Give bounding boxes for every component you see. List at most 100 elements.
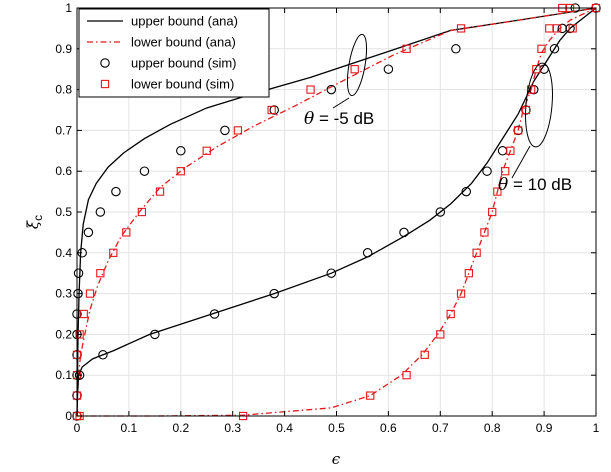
series-7-point-20	[545, 24, 554, 33]
series-7-point-2	[366, 391, 375, 400]
x-tick-label-1: 0.1	[121, 421, 138, 435]
series-5-point-12	[176, 167, 185, 176]
series-6-point-14	[528, 84, 539, 95]
x-tick-label-6: 0.6	[380, 421, 397, 435]
series-5-point-5	[79, 309, 88, 319]
legend-label-0: upper bound (ana)	[131, 14, 238, 29]
y-tick-label-6: 0.6	[55, 164, 72, 178]
series-7-point-10	[480, 228, 489, 237]
annotation-leader-10db	[511, 145, 531, 179]
series-7-point-19	[537, 44, 546, 53]
series-7-point-4	[420, 350, 429, 359]
series-7-point-17	[526, 85, 536, 94]
x-tick-label-2: 0.2	[172, 421, 189, 435]
series-4-point-19	[565, 23, 575, 34]
series-layer	[76, 7, 597, 417]
x-tick-label-4: 0.4	[276, 421, 293, 435]
x-tick-label-8: 0.8	[484, 421, 501, 435]
annotation-theta-minus5db: θ	[304, 109, 314, 129]
series-5-point-4	[75, 330, 84, 339]
series-6-point-2	[150, 329, 160, 340]
y-tick-label-4: 0.4	[55, 246, 72, 260]
legend-swatch-3	[100, 79, 110, 89]
series-5-point-13	[202, 146, 211, 155]
series-line-0	[76, 7, 597, 417]
series-5-point-15	[267, 105, 276, 115]
series-5-point-20	[568, 24, 577, 33]
annotation-label-minus5db: θ = -5 dB	[304, 109, 374, 129]
series-6-point-6	[362, 248, 373, 258]
series-6-point-9	[461, 186, 471, 197]
series-5-point-16	[306, 85, 315, 94]
x-tick-label-7: 0.7	[432, 421, 449, 435]
series-4-point-13	[176, 146, 186, 156]
x-tick-label-5: 0.5	[328, 421, 345, 435]
y-tick-label-7: 0.7	[55, 123, 72, 137]
series-line-2	[76, 7, 597, 417]
y-tick-label-0: 0	[65, 409, 72, 423]
x-tick-label-10: 1	[593, 421, 600, 435]
legend-box	[78, 8, 270, 98]
series-4-point-18	[451, 44, 461, 54]
x-tick-label-9: 0.9	[536, 421, 553, 435]
series-6-point-0	[74, 370, 85, 380]
series-4-point-15	[269, 105, 279, 115]
annotation-ellipse-minus5db	[346, 33, 368, 97]
series-5-point-8	[109, 248, 118, 257]
series-6-point-1	[98, 350, 108, 360]
series-4-point-7	[73, 268, 84, 278]
series-7-point-14	[506, 146, 515, 155]
series-7-point-3	[402, 371, 411, 380]
series-5-point-14	[233, 126, 243, 135]
series-6-point-10	[482, 166, 492, 176]
annotation-theta-10db: θ	[498, 175, 508, 195]
y-axis-label-main: ξ	[24, 220, 42, 229]
series-5-point-7	[96, 269, 105, 278]
series-4-point-12	[139, 166, 150, 176]
legend-label-2: upper bound (sim)	[131, 56, 237, 71]
series-6-point-7	[399, 227, 409, 238]
series-5-point-10	[137, 207, 147, 217]
series-7-point-9	[472, 248, 481, 257]
legend-label-1: lower bound (ana)	[131, 35, 236, 50]
annotation-ellipse-10db	[525, 62, 553, 148]
series-4-point-16	[326, 84, 337, 95]
series-4-point-11	[111, 186, 121, 197]
series-7-point-5	[436, 330, 445, 339]
y-tick-label-1: 0.1	[55, 368, 72, 382]
series-5-point-19	[456, 24, 466, 33]
y-tick-label-2: 0.2	[55, 327, 72, 341]
series-4-point-6	[73, 288, 83, 299]
series-7-point-11	[488, 207, 497, 217]
legend-swatch-2	[100, 58, 110, 68]
y-tick-label-8: 0.8	[55, 83, 72, 97]
series-4-point-14	[220, 125, 230, 136]
y-tick-label-10: 1	[65, 1, 72, 15]
series-7-point-6	[446, 309, 455, 319]
series-5-point-9	[122, 228, 131, 237]
series-7-point-13	[501, 167, 510, 176]
x-tick-label-0: 0	[74, 421, 81, 435]
series-5-point-11	[155, 187, 165, 196]
annotation-value-10db: = 10 dB	[508, 175, 572, 194]
series-6-point-17	[557, 23, 568, 34]
y-axis-label: ξc	[24, 215, 45, 229]
tick-layer: 0 0.1 0.2 0.3 0.4 0.5 0.6 0.7 0.8 0.9 1 0 0.1 0.2 0.3 0…	[55, 1, 599, 435]
series-6-point-5	[326, 268, 337, 278]
series-7-point-7	[456, 289, 466, 298]
series-6-point-3	[209, 309, 220, 319]
series-4-point-10	[95, 207, 106, 217]
series-5-point-18	[402, 44, 411, 53]
legend-label-3: lower bound (sim)	[131, 77, 234, 92]
y-tick-label-9: 0.9	[55, 42, 72, 56]
series-7-point-8	[464, 269, 473, 278]
series-6-point-8	[435, 207, 446, 217]
annotation-value-minus5db: = -5 dB	[314, 109, 374, 128]
series-4-point-17	[383, 64, 394, 74]
series-7-point-15	[513, 126, 523, 135]
series-6-point-4	[269, 288, 279, 299]
x-tick-label-3: 0.3	[224, 421, 241, 435]
series-5-point-17	[350, 65, 359, 74]
annotation-layer: θ = -5 dB θ = 10 dB	[304, 33, 572, 195]
